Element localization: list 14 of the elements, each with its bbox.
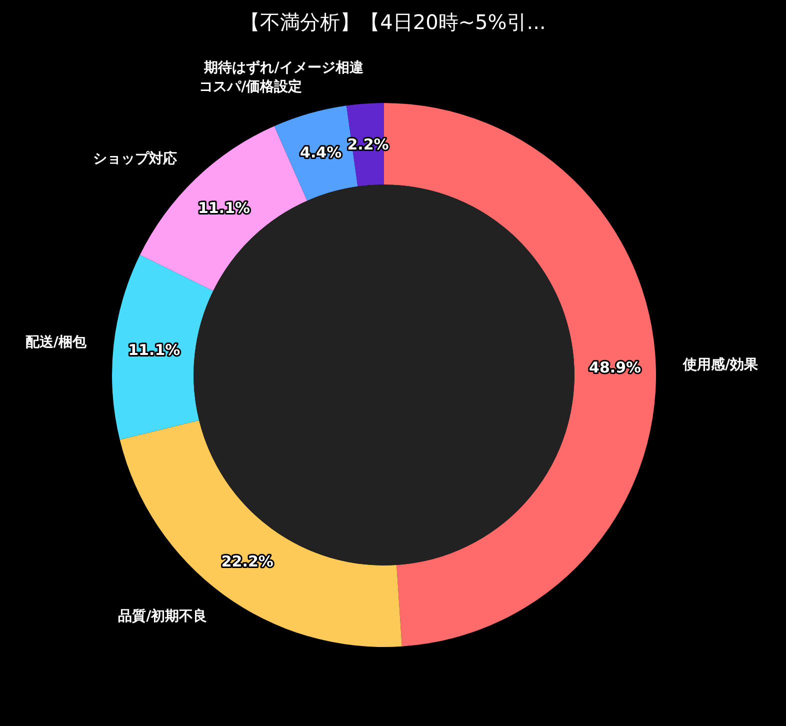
slice-label: 使用感/効果: [682, 357, 760, 374]
donut-slice: [112, 254, 214, 440]
slice-label: 期待はずれ/イメージ相違: [203, 60, 364, 76]
slice-label: コスパ/価格設定: [199, 78, 302, 96]
slice-label: 品質/初期不良: [118, 607, 208, 624]
data-label: 22.2%: [221, 552, 274, 571]
data-label: 11.1%: [198, 199, 250, 218]
data-label: 4.4%: [300, 144, 342, 162]
chart-title: 【不満分析】【4日20時~5%引...: [240, 10, 546, 34]
donut-slice: [120, 420, 402, 646]
data-label: 11.1%: [128, 340, 180, 359]
data-label: 48.9%: [589, 358, 642, 376]
slice-label: 配送/梱包: [25, 334, 88, 351]
slice-label: ショップ対応: [92, 150, 177, 167]
